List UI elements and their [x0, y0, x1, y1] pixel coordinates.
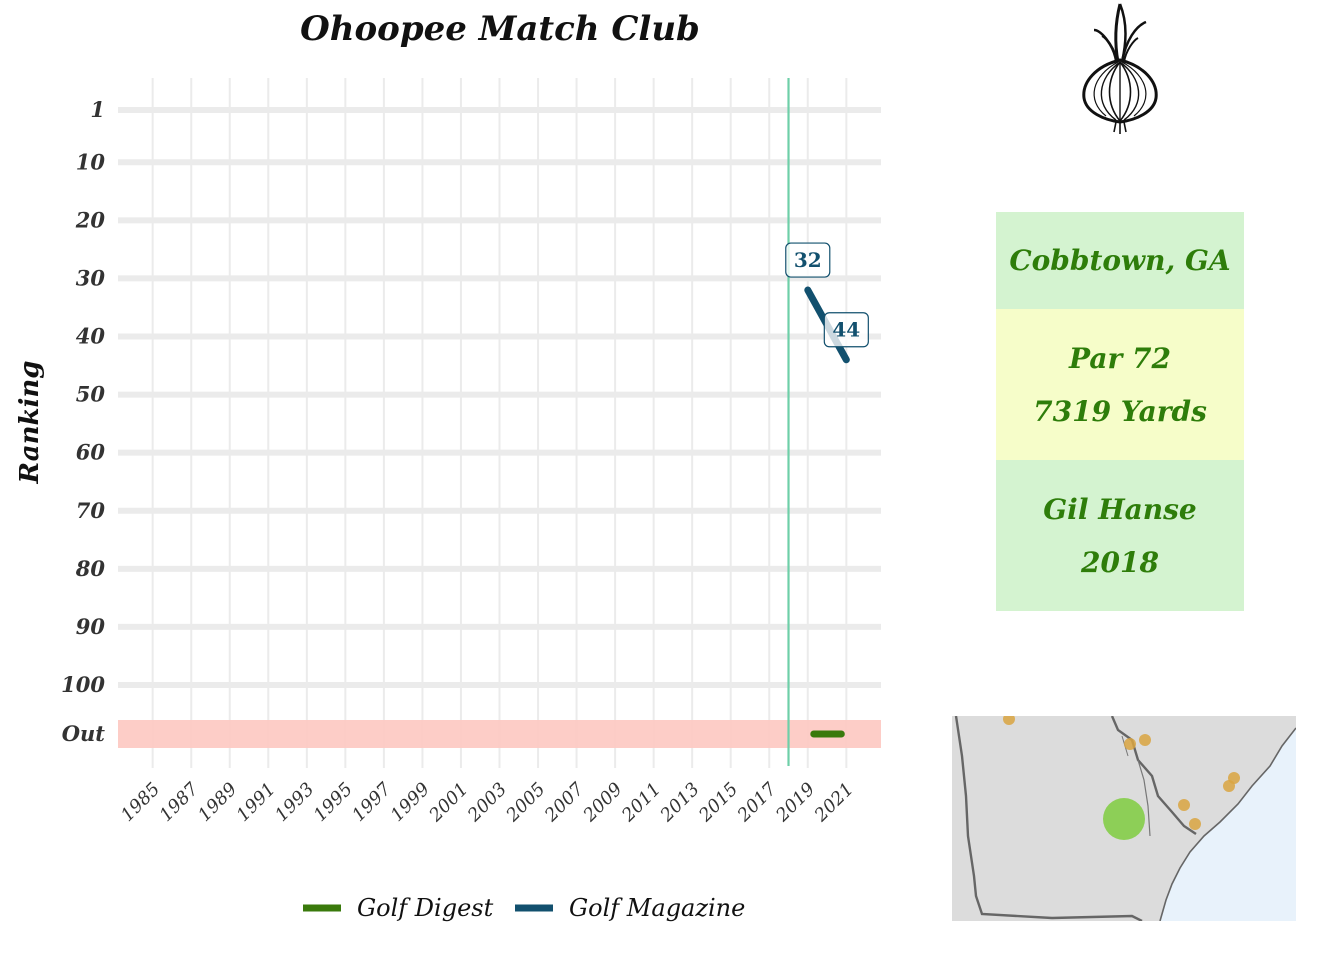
architect-panel: Gil Hanse 2018 — [996, 460, 1244, 611]
x-tick-label: 2017 — [733, 778, 781, 826]
map-point — [1139, 734, 1151, 746]
data-label: 32 — [794, 248, 822, 272]
y-tick-label: 80 — [75, 556, 106, 581]
par-yardage-panel: Par 72 7319 Yards — [996, 309, 1244, 460]
course-location: Cobbtown, GA — [1009, 244, 1231, 277]
legend-label: Golf Digest — [357, 894, 494, 922]
y-axis-label: Ranking — [15, 361, 45, 485]
data-label: 44 — [832, 318, 860, 342]
y-tick-label: 70 — [76, 498, 106, 523]
out-band-rect — [118, 720, 881, 748]
x-tick-label: 1999 — [387, 779, 434, 826]
map-point — [1124, 738, 1136, 750]
course-architect: Gil Hanse — [1043, 492, 1197, 526]
map-water — [1160, 728, 1296, 921]
x-tick-label: 2015 — [694, 779, 742, 827]
y-tick-labels: 1 10 20 30 40 50 60 70 80 90 100 Out — [61, 97, 105, 746]
data-labels: 32 44 — [785, 242, 869, 348]
course-par: Par 72 — [1069, 341, 1171, 375]
data-label-box — [823, 312, 869, 348]
y-tick-label: 40 — [76, 324, 106, 349]
y-tick-label: Out — [62, 721, 106, 746]
x-tick-label: 2021 — [810, 779, 858, 827]
x-tick-label: 1987 — [156, 778, 204, 826]
y-tick-label: 20 — [75, 207, 106, 232]
y-tick-label: 50 — [76, 382, 106, 407]
y-tick-label: 60 — [76, 440, 106, 465]
legend-label: Golf Magazine — [569, 894, 745, 922]
ranking-chart: Ohoopee Match Club Ranking 32 44 1 10 20 30 4… — [15, 9, 881, 922]
x-tick-labels: 1985198719891991199319951997199920012003… — [117, 778, 858, 826]
y-tick-label: 1 — [90, 97, 105, 122]
onion-icon — [1082, 3, 1158, 134]
x-tick-label: 2003 — [463, 779, 511, 827]
out-band — [118, 720, 881, 748]
grid-lines — [118, 78, 881, 768]
course-year: 2018 — [1081, 545, 1159, 579]
map-point — [1003, 716, 1015, 725]
region-map — [952, 716, 1296, 921]
course-location-marker — [1103, 798, 1145, 840]
x-tick-label: 1989 — [194, 779, 241, 826]
map-point — [1189, 818, 1201, 830]
chart-title: Ohoopee Match Club — [300, 9, 700, 49]
location-panel: Cobbtown, GA — [996, 212, 1244, 309]
x-tick-label: 1995 — [310, 779, 357, 826]
x-tick-label: 1997 — [348, 778, 396, 826]
x-tick-label: 2019 — [771, 779, 819, 827]
data-label-box — [785, 242, 831, 278]
state-border — [1110, 716, 1197, 835]
x-tick-label: 1991 — [233, 779, 280, 826]
map-point — [1178, 799, 1190, 811]
map-point — [1223, 780, 1235, 792]
x-tick-label: 2001 — [425, 779, 473, 827]
y-tick-label: 100 — [61, 672, 105, 697]
y-tick-label: 90 — [76, 614, 106, 639]
x-tick-label: 2013 — [656, 779, 704, 827]
state-border — [954, 716, 1143, 921]
course-yards: 7319 Yards — [1033, 394, 1207, 428]
x-tick-label: 2007 — [540, 778, 588, 826]
x-tick-label: 2005 — [502, 779, 550, 827]
x-tick-label: 2009 — [579, 779, 627, 827]
y-tick-label: 30 — [76, 265, 106, 290]
x-tick-label: 2011 — [617, 779, 665, 827]
legend: Golf Digest Golf Magazine — [303, 894, 745, 922]
x-tick-label: 1985 — [117, 779, 164, 826]
x-tick-label: 1993 — [271, 779, 318, 826]
y-tick-label: 10 — [76, 149, 106, 174]
